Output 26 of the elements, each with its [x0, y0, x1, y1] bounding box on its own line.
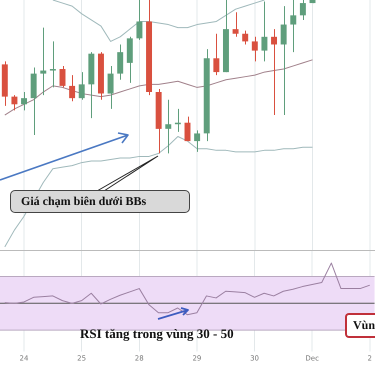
candlestick — [117, 44, 124, 80]
candlestick — [21, 92, 28, 111]
annotation: RSI tăng trong vùng 30 - 50 — [80, 326, 234, 342]
candlestick — [194, 130, 200, 152]
annotation: Vùn — [345, 313, 375, 338]
candlestick — [252, 36, 258, 62]
candlestick — [50, 40, 56, 88]
candlestick — [242, 30, 248, 45]
text: Giá chạm biên dưới BBs — [10, 190, 190, 213]
candlestick — [232, 12, 239, 38]
candlestick — [78, 72, 85, 100]
candlestick — [108, 65, 114, 110]
candlestick — [184, 116, 190, 142]
candlestick — [280, 6, 287, 116]
candlestick — [261, 1, 268, 62]
candlestick — [69, 74, 76, 102]
candlestick — [136, 0, 142, 40]
candlestick — [271, 28, 278, 116]
candlestick — [174, 108, 181, 132]
candlestick — [40, 27, 46, 96]
candlestick — [213, 33, 220, 76]
candlestick — [11, 94, 18, 111]
candlestick — [60, 65, 66, 88]
candlestick — [290, 0, 296, 53]
candlestick — [165, 99, 172, 154]
candlestick — [300, 0, 306, 20]
